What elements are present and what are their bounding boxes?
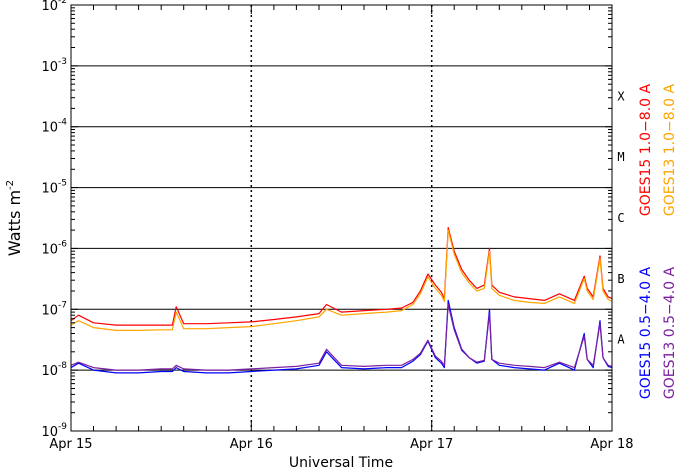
y-tick-label-4: 10-5	[41, 179, 67, 197]
y-tick-exponent: -8	[58, 361, 67, 371]
legend-entry-0: GOES15 1.0−8.0 A	[638, 84, 654, 217]
y-tick-exponent: -2	[58, 0, 67, 6]
y-tick-exponent: -7	[58, 300, 67, 310]
legend-entry-1: GOES13 1.0−8.0 A	[662, 84, 678, 217]
y-axis-title-text: Watts m	[5, 190, 24, 256]
x-tick-label-1: Apr 16	[230, 437, 273, 452]
y-tick-exponent: -5	[58, 179, 67, 189]
x-axis-title: Universal Time	[289, 455, 393, 469]
y-tick-label-3: 10-6	[41, 239, 67, 257]
y-axis-title: Watts m-2	[5, 180, 24, 256]
y-tick-base: 10	[41, 121, 58, 136]
y-tick-base: 10	[41, 303, 58, 318]
y-tick-base: 10	[41, 242, 58, 257]
y-tick-base: 10	[41, 425, 58, 440]
flare-class-x: X	[617, 89, 625, 103]
y-tick-base: 10	[41, 60, 58, 75]
y-tick-base: 10	[41, 182, 58, 197]
y-tick-exponent: -6	[58, 239, 67, 249]
legend-entry-3: GOES13 0.5−4.0 A	[662, 267, 678, 400]
y-tick-label-7: 10-2	[41, 0, 67, 14]
y-tick-base: 10	[41, 364, 58, 379]
y-tick-base: 10	[41, 0, 58, 14]
legend-entry-2: GOES15 0.5−4.0 A	[638, 267, 654, 400]
y-tick-exponent: -9	[58, 422, 67, 432]
series-line-2	[70, 299, 613, 374]
x-tick-label-0: Apr 15	[49, 437, 92, 452]
flare-class-c: C	[617, 211, 624, 225]
series-layer	[70, 227, 613, 374]
x-tick-label-3: Apr 18	[590, 437, 633, 452]
flare-class-b: B	[617, 272, 624, 286]
flare-class-labels: X M C B A	[617, 89, 625, 346]
legend: GOES15 1.0−8.0 A GOES13 1.0−8.0 A GOES15 0…	[638, 84, 678, 400]
y-tick-label-5: 10-4	[41, 118, 67, 136]
series-line-3	[70, 303, 613, 371]
y-tick-label-2: 10-7	[41, 300, 67, 318]
x-tick-label-2: Apr 17	[410, 437, 453, 452]
y-axis-title-exponent: -2	[5, 180, 16, 190]
y-tick-exponent: -4	[58, 118, 67, 128]
y-tick-label-1: 10-8	[41, 361, 67, 379]
flare-class-m: M	[617, 150, 624, 164]
y-tick-exponent: -3	[58, 57, 67, 67]
y-tick-label-6: 10-3	[41, 57, 67, 75]
series-line-1	[70, 229, 613, 331]
y-tick-label-0: 10-9	[41, 422, 67, 440]
series-line-0	[70, 227, 613, 326]
grid-layer	[71, 5, 612, 431]
flare-class-a: A	[617, 333, 625, 347]
